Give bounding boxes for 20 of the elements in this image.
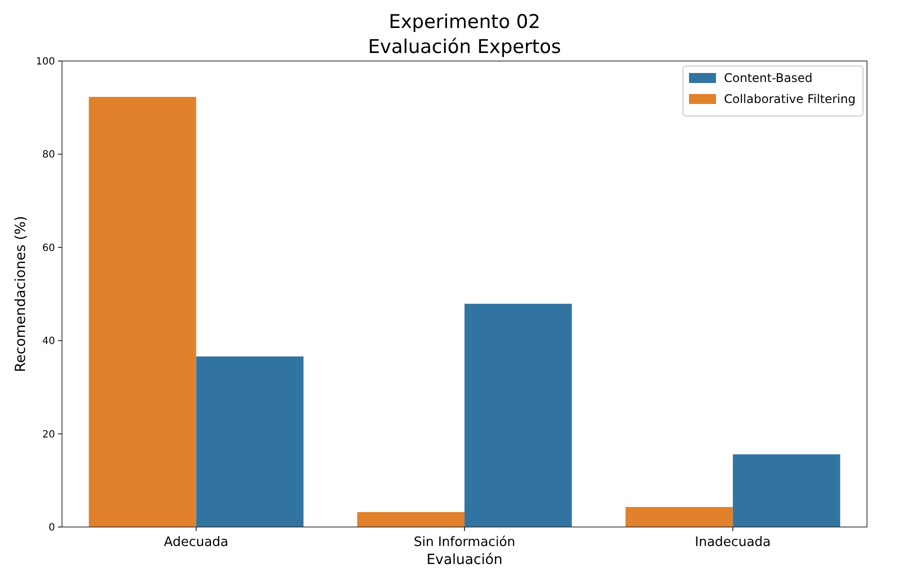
y-tick-label: 40 (42, 336, 55, 348)
y-tick-label: 0 (48, 522, 55, 534)
bar (88, 96, 196, 527)
bar (464, 304, 572, 527)
y-tick-label: 60 (42, 242, 55, 254)
y-tick-label: 20 (42, 429, 55, 440)
x-axis-title: Evaluación (426, 552, 503, 568)
bar (196, 356, 304, 527)
legend-label: Collaborative Filtering (724, 92, 856, 106)
x-tick-label: Inadecuada (694, 535, 771, 550)
chart-title: Experimento 02 Evaluación Expertos (368, 11, 562, 58)
bar (732, 454, 840, 527)
bar (357, 512, 464, 527)
y-tick-label: 100 (36, 56, 55, 68)
x-tick-label: Adecuada (164, 535, 228, 550)
y-tick-label: 80 (42, 150, 55, 161)
x-tick-label: Sin Información (414, 535, 516, 550)
y-axis-title: Recomendaciones (%) (13, 216, 29, 372)
legend-label: Content-Based (724, 71, 812, 86)
bar (626, 506, 733, 527)
